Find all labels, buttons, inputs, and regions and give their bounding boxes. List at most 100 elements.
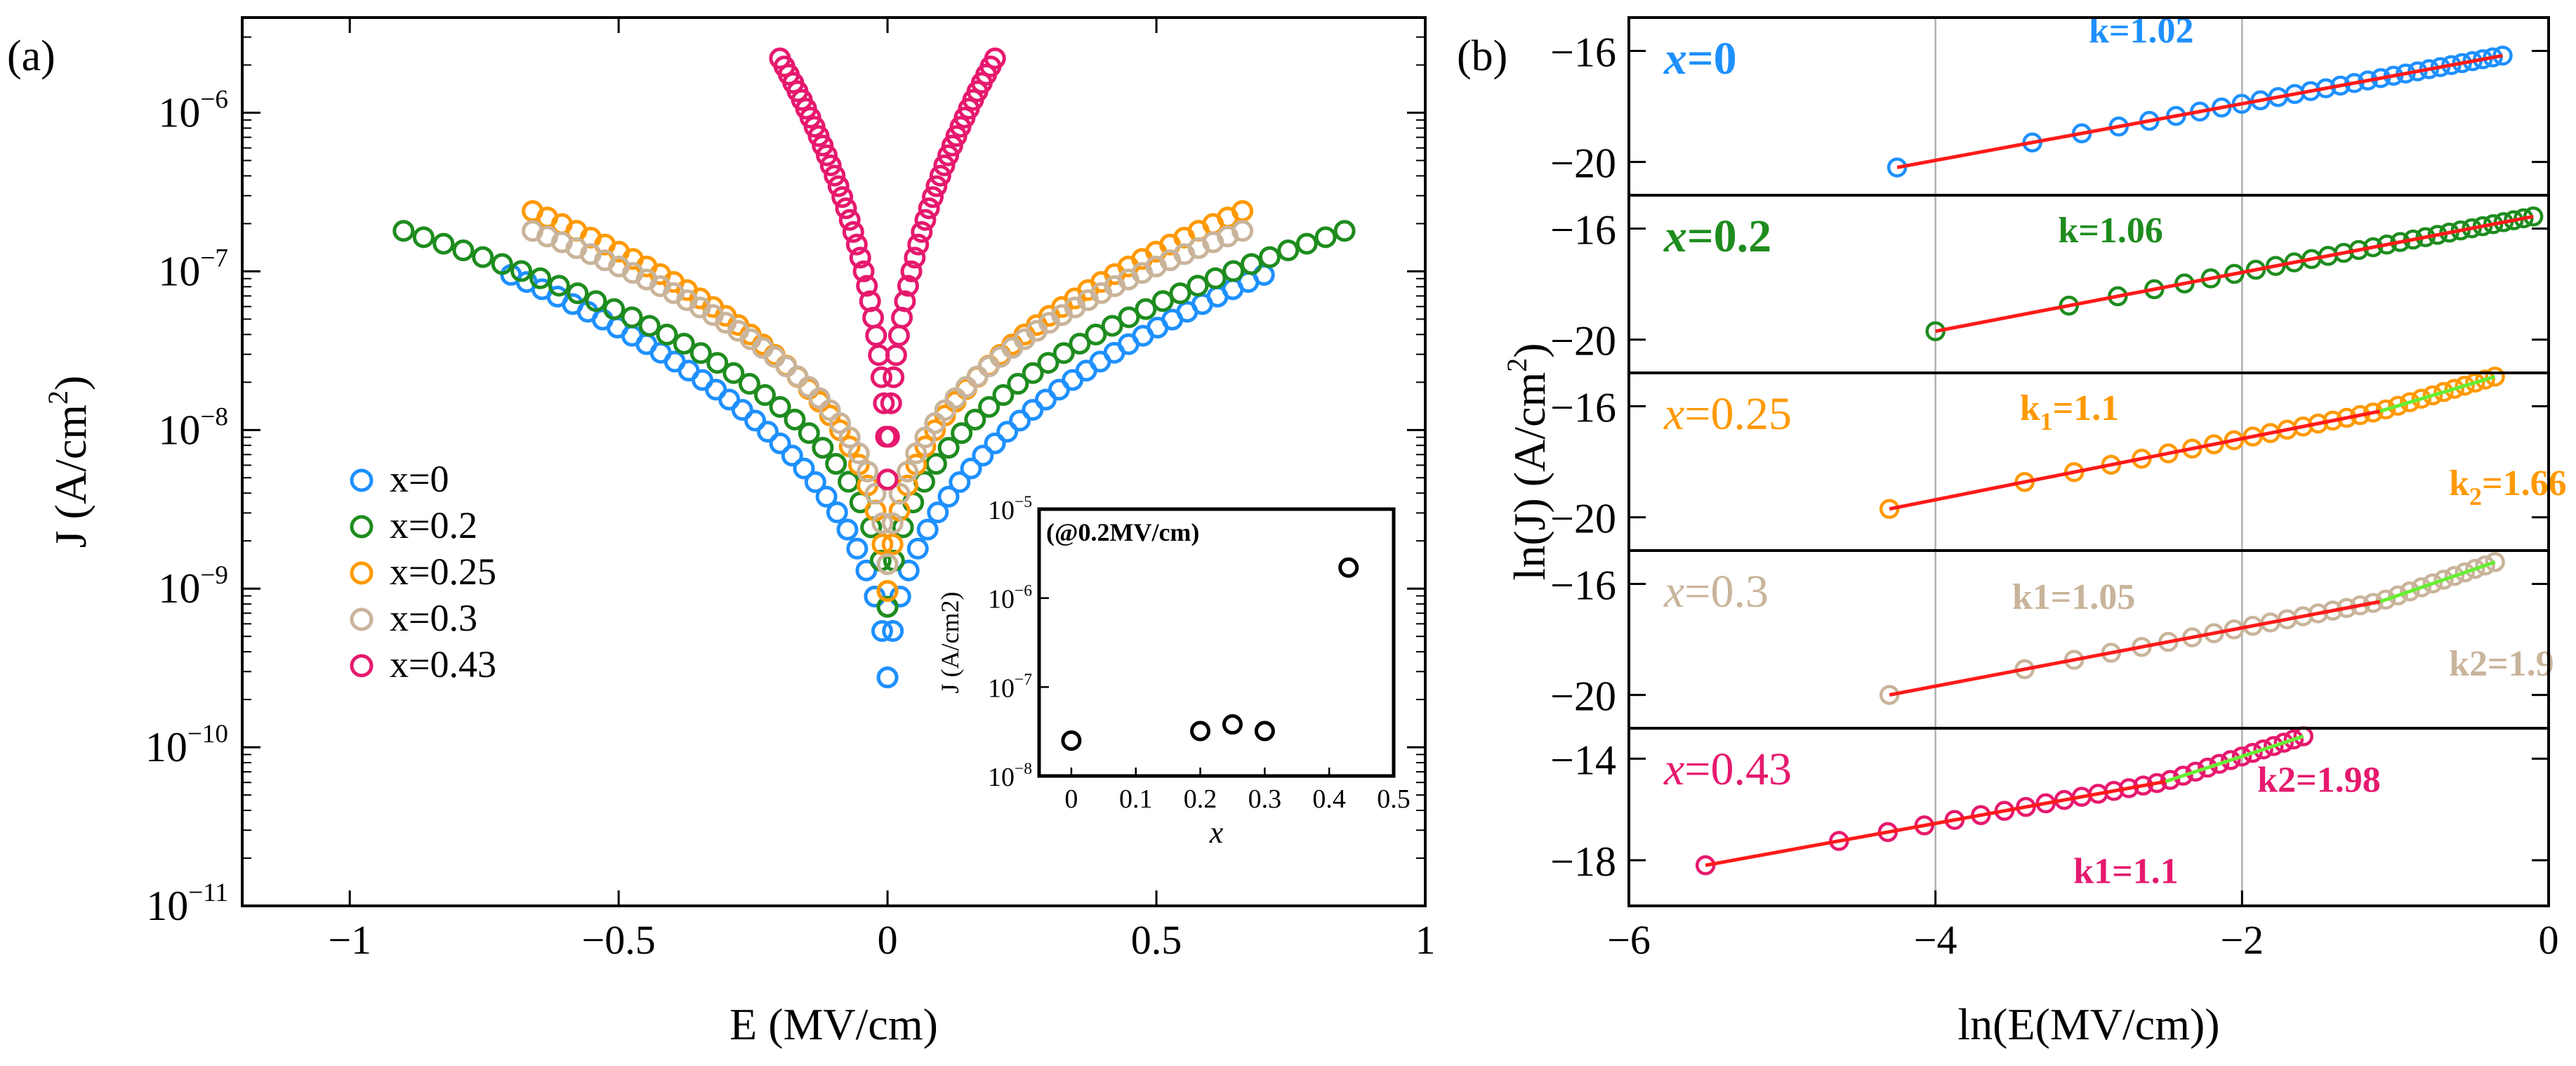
data-point [944,387,967,409]
data-point [984,432,1006,454]
data-point [966,365,989,388]
data-point [2411,577,2432,598]
data-point [2433,382,2454,402]
subpanel-name: x=0 [1663,33,1737,84]
y-tick-label-b: −16 [1550,562,1616,608]
data-point [1007,373,1029,395]
tick-base: 10 [988,763,1015,792]
inset-x-tick-label: 0.1 [1119,784,1153,814]
data-point [1222,260,1245,282]
y-tick-label-b: −20 [1550,318,1616,364]
annotation-text: k [2449,463,2469,504]
data-point [1277,239,1300,262]
data-point [2173,765,2193,786]
data-point [744,409,767,432]
data-point [491,253,513,275]
data-point [937,485,960,508]
y-label-text: J (A/cm [46,404,95,548]
data-point [2209,754,2230,774]
data-point [937,144,960,166]
data-point [2221,750,2241,770]
inset-frame [1037,507,1396,778]
name-value: =0.2 [1687,211,1771,262]
linear-fit-line [1896,53,2503,169]
data-point [897,559,920,581]
data-point [769,47,791,70]
x-axis-label-a: E (MV/cm) [729,999,938,1049]
linear-fit-line-2 [2379,560,2496,604]
data-point [885,344,907,367]
tick-exponent: −10 [187,720,228,749]
data-point [880,392,902,414]
data-point [510,260,533,282]
data-point [804,471,826,494]
data-point [907,233,930,256]
y-tick-label-b: −20 [1550,496,1616,542]
y-tick-label-a: 10−10 [145,720,228,770]
data-point [2411,388,2432,409]
data-point [816,144,838,166]
data-point [918,197,940,220]
panel-label-a: (a) [7,32,55,80]
annotation-text: k1=1.05 [2012,577,2136,617]
subpanel-name: x=0.25 [1663,388,1792,440]
linear-fit-line [1889,409,2381,511]
inset-data-point [1190,720,1211,742]
inset-x-tick-label: 0.5 [1377,784,1411,814]
inset-y-tick-label: 10−8 [988,760,1032,792]
legend-marker [350,561,374,585]
slope-annotation: k2=1.9 [2449,644,2554,684]
data-point [2422,385,2443,406]
data-point [881,512,904,534]
data-point [878,426,900,448]
data-point [656,323,678,346]
linear-fit-line [1705,779,2166,867]
chart-panel-a: (a)−1 −0.5 0 0.5 110−1110−1010−910−810−710−6… [7,16,1436,1049]
legend-label: x=0 [390,458,449,500]
tick-exponent: −7 [200,244,228,272]
data-point [2198,757,2218,778]
subpanel-x=0.25: −16−20x=0.25 k1=1.1k2=1.66 [1550,367,2567,552]
chart-panel-b: (b) −16−20x=0k=1.02−16−20x=0.2 k=1.06−16−2… [1457,11,2567,1049]
data-point [871,620,893,643]
inset-y-label: J (A/cm2) [936,592,964,694]
tick-exponent: −8 [200,402,228,431]
inset-data-point [1338,557,1359,578]
data-point [835,197,857,220]
y-tick-label-a: 10−8 [158,402,228,453]
x-tick-label-b: −6 [1607,917,1651,963]
data-point [1118,306,1140,329]
data-point [2375,399,2396,420]
data-point [960,457,982,480]
data-point [1052,342,1075,364]
data-point [857,461,879,483]
data-point [964,408,986,430]
y-label-close: ) [46,376,95,390]
subpanel-frame [1627,727,2550,907]
data-point [849,246,871,269]
tick-exponent: −6 [200,86,228,114]
y-tick-label-b: −20 [1550,140,1616,187]
data-point [904,246,926,269]
subpanel-name: x=0.3 [1663,566,1769,617]
annotation-text: k [2020,388,2040,428]
data-point [1169,282,1191,305]
inset-x-tick-label: 0.4 [1312,784,1346,814]
subpanel-name: x=0.43 [1663,744,1792,795]
y-label-close: ) [1505,343,1554,357]
data-point [925,452,947,475]
data-point [949,471,971,494]
linear-fit-line [1935,214,2534,334]
data-point [1085,323,1107,346]
name-value: =0.3 [1684,566,1769,617]
data-point [2253,739,2273,760]
data-point [897,461,919,483]
inset-data-point [1254,720,1275,742]
annotation-text: k2=1.9 [2449,644,2554,684]
data-point [992,384,1015,407]
data-point [1333,220,1356,242]
tick-base: 10 [158,248,200,294]
data-point [1037,352,1059,374]
data-point [864,482,887,505]
data-point [933,154,956,176]
